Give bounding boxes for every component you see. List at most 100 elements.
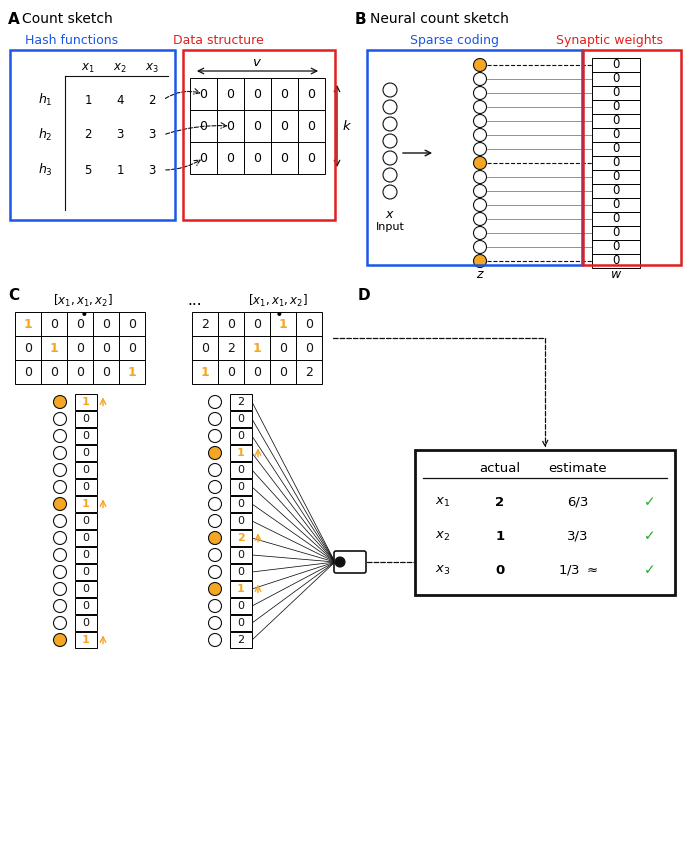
Bar [75,394,97,410]
Text: 0: 0 [612,254,620,268]
Text: Hash functions: Hash functions [25,34,119,47]
Text: $x_3$: $x_3$ [145,62,159,75]
Circle shape [208,583,221,595]
Circle shape [473,170,486,184]
Bar [41,336,67,360]
Bar [230,479,252,495]
Bar [244,312,270,336]
Text: 6/3: 6/3 [567,495,588,508]
Circle shape [473,198,486,212]
Text: $[x_1, x_1, x_2]$: $[x_1, x_1, x_2]$ [248,293,308,309]
Bar [75,530,97,546]
Bar [592,240,640,254]
Bar [75,547,97,563]
Circle shape [53,463,66,477]
Circle shape [473,73,486,86]
Text: 2: 2 [84,129,92,141]
Text: 0: 0 [253,366,261,379]
Bar [592,114,640,128]
Bar [230,394,252,410]
Bar [296,336,322,360]
Text: 0: 0 [50,366,58,379]
Bar [296,360,322,384]
Text: 0: 0 [612,101,620,113]
Text: 0: 0 [238,601,245,611]
Text: 0: 0 [305,341,313,355]
Text: B: B [355,12,366,27]
Text: 0: 0 [253,87,262,101]
Bar [592,72,640,86]
Bar [218,312,244,336]
Text: 0: 0 [612,114,620,128]
Circle shape [208,600,221,612]
Bar [230,428,252,444]
Circle shape [53,617,66,629]
Circle shape [473,142,486,156]
Text: 0: 0 [76,366,84,379]
Circle shape [53,634,66,646]
Bar [67,360,93,384]
Text: $k$: $k$ [342,119,352,133]
Text: ...: ... [188,293,202,308]
Bar [592,212,640,226]
Text: 1: 1 [49,341,58,355]
Bar [592,128,640,142]
Bar [230,411,252,427]
Text: $v$: $v$ [253,56,262,69]
Bar [75,513,97,529]
Circle shape [383,117,397,131]
Circle shape [53,396,66,408]
Text: 2: 2 [148,93,155,107]
Text: 0: 0 [102,366,110,379]
Text: 0: 0 [308,152,316,164]
Circle shape [53,429,66,442]
Text: 0: 0 [612,185,620,197]
Bar [271,142,298,174]
Bar [592,198,640,212]
Bar [15,312,41,336]
Circle shape [208,429,221,442]
Text: 0: 0 [612,73,620,86]
Bar [75,428,97,444]
Bar [592,156,640,170]
Circle shape [383,185,397,199]
Text: 3: 3 [149,129,155,141]
Bar [67,312,93,336]
Bar [218,336,244,360]
Text: 0: 0 [612,86,620,99]
Circle shape [473,86,486,99]
Text: 0: 0 [253,152,262,164]
Text: 3: 3 [116,129,124,141]
Circle shape [383,134,397,148]
Text: estimate: estimate [549,462,608,474]
Bar [75,564,97,580]
Text: 0: 0 [82,567,90,577]
Text: actual: actual [479,462,521,474]
Text: 0: 0 [76,318,84,330]
Bar [75,581,97,597]
Bar [217,110,244,142]
Bar [244,142,271,174]
Text: $x_2$: $x_2$ [113,62,127,75]
Text: ✓: ✓ [644,529,656,543]
Text: 0: 0 [128,318,136,330]
Text: 0: 0 [24,341,32,355]
Bar [270,336,296,360]
Text: 0: 0 [199,152,208,164]
Text: 3/3: 3/3 [567,529,588,542]
Text: Sparse coding: Sparse coding [410,34,499,47]
Bar [119,360,145,384]
FancyBboxPatch shape [334,551,366,573]
Text: 0: 0 [279,366,287,379]
Bar [592,170,640,184]
Bar [230,513,252,529]
Bar [93,336,119,360]
Bar [218,360,244,384]
Circle shape [473,157,486,169]
Circle shape [208,463,221,477]
Text: $h_2$: $h_2$ [38,127,52,143]
Circle shape [53,514,66,528]
Text: 1: 1 [237,448,245,458]
Text: $\bullet$: $\bullet$ [274,305,282,319]
Text: ✓: ✓ [644,495,656,509]
